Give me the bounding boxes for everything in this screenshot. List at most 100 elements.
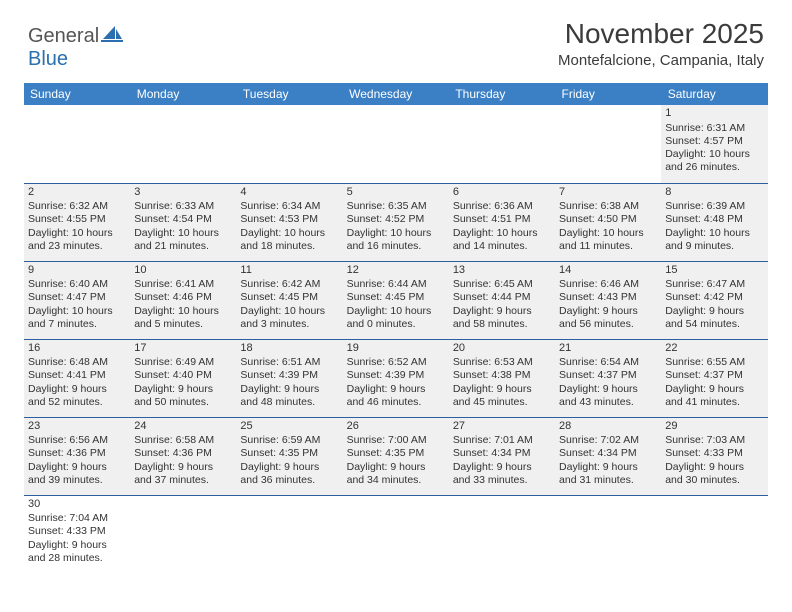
daylight-line: Daylight: 9 hours and 37 minutes. (134, 461, 232, 487)
empty-cell (555, 105, 661, 183)
day-header-wednesday: Wednesday (343, 83, 449, 105)
daylight-line: Daylight: 10 hours and 18 minutes. (240, 227, 338, 253)
empty-cell (130, 495, 236, 573)
empty-cell (24, 105, 130, 183)
daylight-line: Daylight: 10 hours and 3 minutes. (240, 305, 338, 331)
day-cell: 23Sunrise: 6:56 AMSunset: 4:36 PMDayligh… (24, 417, 130, 495)
sunset-line: Sunset: 4:33 PM (665, 447, 763, 460)
day-cell: 29Sunrise: 7:03 AMSunset: 4:33 PMDayligh… (661, 417, 767, 495)
sunrise-line: Sunrise: 6:36 AM (453, 200, 551, 213)
daylight-line: Daylight: 10 hours and 9 minutes. (665, 227, 763, 253)
day-cell: 5Sunrise: 6:35 AMSunset: 4:52 PMDaylight… (343, 183, 449, 261)
sunset-line: Sunset: 4:37 PM (665, 369, 763, 382)
sunset-line: Sunset: 4:37 PM (559, 369, 657, 382)
sunrise-line: Sunrise: 7:01 AM (453, 434, 551, 447)
week-row: 30Sunrise: 7:04 AMSunset: 4:33 PMDayligh… (24, 495, 768, 573)
sunrise-line: Sunrise: 6:32 AM (28, 200, 126, 213)
sunset-line: Sunset: 4:48 PM (665, 213, 763, 226)
day-cell: 10Sunrise: 6:41 AMSunset: 4:46 PMDayligh… (130, 261, 236, 339)
day-number: 2 (28, 186, 126, 200)
sunset-line: Sunset: 4:42 PM (665, 291, 763, 304)
sunrise-line: Sunrise: 6:41 AM (134, 278, 232, 291)
week-row: 1Sunrise: 6:31 AMSunset: 4:57 PMDaylight… (24, 105, 768, 183)
day-number: 28 (559, 420, 657, 434)
day-cell: 25Sunrise: 6:59 AMSunset: 4:35 PMDayligh… (236, 417, 342, 495)
day-number: 22 (665, 342, 763, 356)
header: General November 2025 Montefalcione, Cam… (0, 0, 792, 77)
daylight-line: Daylight: 9 hours and 50 minutes. (134, 383, 232, 409)
daylight-line: Daylight: 10 hours and 26 minutes. (665, 148, 763, 174)
day-cell: 13Sunrise: 6:45 AMSunset: 4:44 PMDayligh… (449, 261, 555, 339)
month-title: November 2025 (558, 18, 764, 50)
daylight-line: Daylight: 9 hours and 46 minutes. (347, 383, 445, 409)
day-number: 25 (240, 420, 338, 434)
sunset-line: Sunset: 4:34 PM (559, 447, 657, 460)
logo-sail-icon (101, 24, 123, 49)
day-number: 20 (453, 342, 551, 356)
day-cell: 30Sunrise: 7:04 AMSunset: 4:33 PMDayligh… (24, 495, 130, 573)
day-cell: 6Sunrise: 6:36 AMSunset: 4:51 PMDaylight… (449, 183, 555, 261)
day-number: 30 (28, 498, 126, 512)
sunset-line: Sunset: 4:44 PM (453, 291, 551, 304)
sunrise-line: Sunrise: 6:53 AM (453, 356, 551, 369)
empty-cell (449, 495, 555, 573)
daylight-line: Daylight: 9 hours and 34 minutes. (347, 461, 445, 487)
sunrise-line: Sunrise: 6:58 AM (134, 434, 232, 447)
sunrise-line: Sunrise: 7:04 AM (28, 512, 126, 525)
sunrise-line: Sunrise: 6:55 AM (665, 356, 763, 369)
day-number: 21 (559, 342, 657, 356)
sunset-line: Sunset: 4:39 PM (240, 369, 338, 382)
sunrise-line: Sunrise: 6:38 AM (559, 200, 657, 213)
sunset-line: Sunset: 4:35 PM (347, 447, 445, 460)
day-header-saturday: Saturday (661, 83, 767, 105)
week-row: 23Sunrise: 6:56 AMSunset: 4:36 PMDayligh… (24, 417, 768, 495)
sunset-line: Sunset: 4:55 PM (28, 213, 126, 226)
sunrise-line: Sunrise: 6:34 AM (240, 200, 338, 213)
day-number: 13 (453, 264, 551, 278)
sunset-line: Sunset: 4:54 PM (134, 213, 232, 226)
daylight-line: Daylight: 9 hours and 48 minutes. (240, 383, 338, 409)
day-number: 17 (134, 342, 232, 356)
sunset-line: Sunset: 4:45 PM (347, 291, 445, 304)
day-cell: 26Sunrise: 7:00 AMSunset: 4:35 PMDayligh… (343, 417, 449, 495)
sunrise-line: Sunrise: 6:52 AM (347, 356, 445, 369)
day-cell: 8Sunrise: 6:39 AMSunset: 4:48 PMDaylight… (661, 183, 767, 261)
sunset-line: Sunset: 4:36 PM (134, 447, 232, 460)
day-number: 6 (453, 186, 551, 200)
day-cell: 1Sunrise: 6:31 AMSunset: 4:57 PMDaylight… (661, 105, 767, 183)
day-cell: 9Sunrise: 6:40 AMSunset: 4:47 PMDaylight… (24, 261, 130, 339)
daylight-line: Daylight: 9 hours and 30 minutes. (665, 461, 763, 487)
sunset-line: Sunset: 4:50 PM (559, 213, 657, 226)
sunset-line: Sunset: 4:43 PM (559, 291, 657, 304)
daylight-line: Daylight: 10 hours and 23 minutes. (28, 227, 126, 253)
sunrise-line: Sunrise: 6:59 AM (240, 434, 338, 447)
daylight-line: Daylight: 9 hours and 39 minutes. (28, 461, 126, 487)
daylight-line: Daylight: 9 hours and 45 minutes. (453, 383, 551, 409)
sunset-line: Sunset: 4:33 PM (28, 525, 126, 538)
day-number: 26 (347, 420, 445, 434)
day-header-row: SundayMondayTuesdayWednesdayThursdayFrid… (24, 83, 768, 105)
day-number: 12 (347, 264, 445, 278)
sunset-line: Sunset: 4:57 PM (665, 135, 763, 148)
logo-text-general: General (28, 25, 99, 48)
empty-cell (343, 495, 449, 573)
day-number: 16 (28, 342, 126, 356)
sunrise-line: Sunrise: 6:42 AM (240, 278, 338, 291)
sunrise-line: Sunrise: 6:45 AM (453, 278, 551, 291)
sunrise-line: Sunrise: 7:02 AM (559, 434, 657, 447)
sunrise-line: Sunrise: 6:44 AM (347, 278, 445, 291)
day-cell: 3Sunrise: 6:33 AMSunset: 4:54 PMDaylight… (130, 183, 236, 261)
week-row: 2Sunrise: 6:32 AMSunset: 4:55 PMDaylight… (24, 183, 768, 261)
day-number: 11 (240, 264, 338, 278)
sunrise-line: Sunrise: 6:35 AM (347, 200, 445, 213)
sunrise-line: Sunrise: 6:54 AM (559, 356, 657, 369)
day-header-thursday: Thursday (449, 83, 555, 105)
sunrise-line: Sunrise: 6:31 AM (665, 122, 763, 135)
sunset-line: Sunset: 4:45 PM (240, 291, 338, 304)
day-number: 18 (240, 342, 338, 356)
sunrise-line: Sunrise: 6:46 AM (559, 278, 657, 291)
week-row: 9Sunrise: 6:40 AMSunset: 4:47 PMDaylight… (24, 261, 768, 339)
daylight-line: Daylight: 9 hours and 52 minutes. (28, 383, 126, 409)
day-cell: 17Sunrise: 6:49 AMSunset: 4:40 PMDayligh… (130, 339, 236, 417)
daylight-line: Daylight: 10 hours and 21 minutes. (134, 227, 232, 253)
